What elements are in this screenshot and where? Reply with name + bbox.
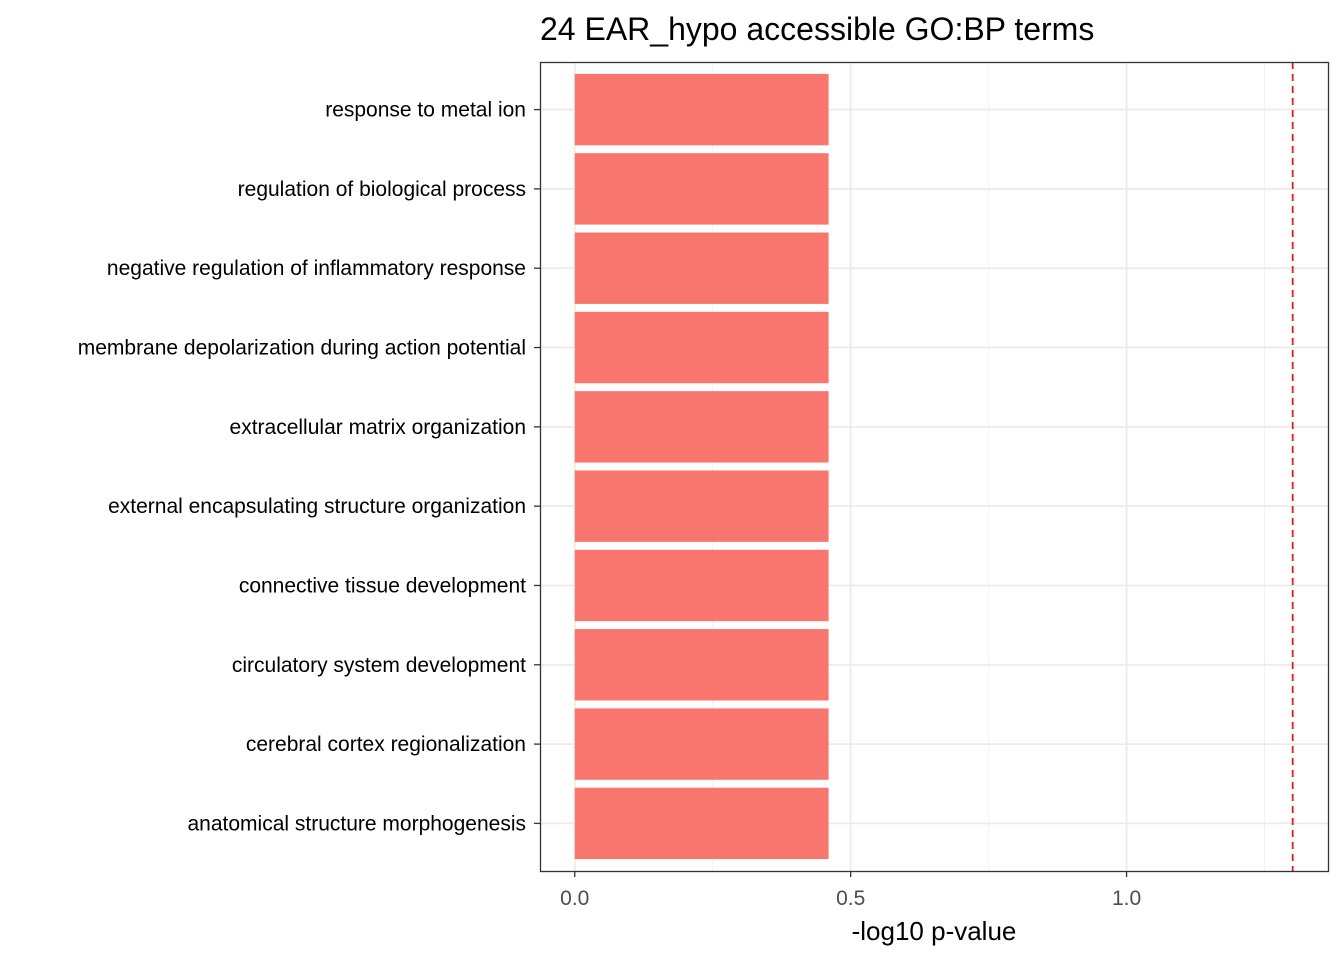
category-label: anatomical structure morphogenesis — [187, 812, 526, 835]
category-label: extracellular matrix organization — [230, 416, 526, 439]
bar — [574, 311, 829, 384]
bar — [574, 787, 829, 860]
x-tick-label: 0.5 — [836, 887, 865, 910]
bar — [574, 391, 829, 463]
x-axis-ticks: 0.0 0.5 1.0 — [560, 871, 1141, 910]
y-axis-labels: response to metal ion regulation of biolo… — [78, 99, 540, 835]
bar — [574, 470, 829, 542]
bar — [574, 232, 829, 304]
bar — [574, 549, 829, 622]
category-label: negative regulation of inflammatory resp… — [107, 257, 526, 280]
bars — [574, 73, 829, 860]
bar — [574, 73, 829, 146]
bar — [574, 708, 829, 780]
category-label: connective tissue development — [239, 574, 526, 597]
category-label: cerebral cortex regionalization — [246, 733, 526, 756]
plot-panel-border — [539, 61, 1330, 873]
category-label: external encapsulating structure organiz… — [108, 495, 526, 518]
chart-title: 24 EAR_hypo accessible GO:BP terms — [540, 11, 1094, 47]
bar — [574, 153, 829, 225]
x-tick-label: 1.0 — [1112, 887, 1141, 910]
category-label: regulation of biological process — [238, 178, 526, 201]
bar — [574, 629, 829, 701]
x-tick-label: 0.0 — [560, 887, 589, 910]
category-label: circulatory system development — [232, 654, 526, 677]
x-axis-title: -log10 p-value — [852, 916, 1017, 946]
category-label: response to metal ion — [325, 99, 526, 122]
category-label: membrane depolarization during action po… — [78, 337, 526, 360]
